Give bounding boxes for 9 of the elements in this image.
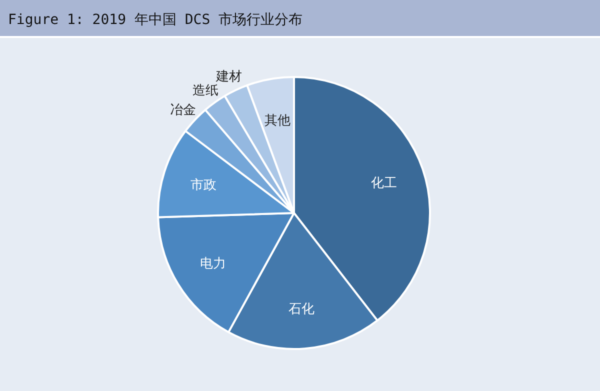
slice-label: 建材 xyxy=(214,70,242,85)
slice-label: 市政 xyxy=(190,178,216,194)
slice-label: 其他 xyxy=(264,113,290,128)
slice-label: 电力 xyxy=(200,256,226,272)
slice-label: 化工 xyxy=(371,176,398,192)
chart-title: Figure 1: 2019 年中国 DCS 市场行业分布 xyxy=(8,12,303,28)
slice-label: 冶金 xyxy=(170,102,196,118)
slice-label: 石化 xyxy=(288,302,314,317)
slice-label: 造纸 xyxy=(192,83,218,98)
